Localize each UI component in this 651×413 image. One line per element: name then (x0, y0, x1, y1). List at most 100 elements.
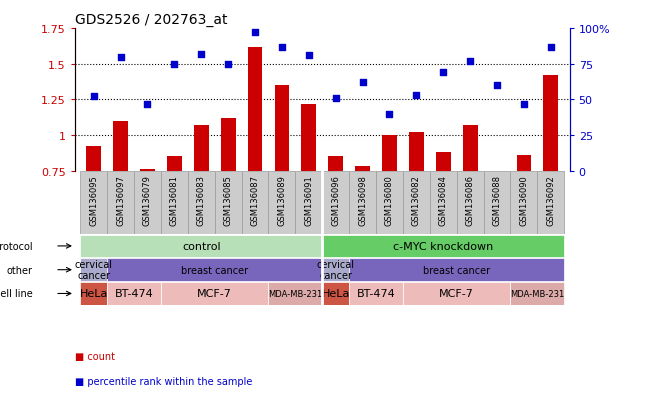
Bar (301, 104, 316, 171)
Bar (349, 259, 564, 281)
Bar (80, 282, 107, 305)
Text: GSM136088: GSM136088 (493, 174, 501, 225)
Text: control: control (182, 241, 221, 252)
Bar (275, 86, 289, 171)
Bar (349, 171, 376, 235)
Text: GSM136087: GSM136087 (251, 174, 260, 225)
Bar (322, 235, 564, 258)
Bar (544, 76, 558, 171)
Text: GSM136089: GSM136089 (277, 174, 286, 225)
Text: GSM136085: GSM136085 (224, 174, 232, 225)
Bar (221, 119, 236, 171)
Text: GSM136091: GSM136091 (304, 174, 313, 225)
Bar (516, 156, 531, 171)
Text: MCF-7: MCF-7 (197, 289, 232, 299)
Text: BT-474: BT-474 (115, 289, 154, 299)
Text: GSM136095: GSM136095 (89, 174, 98, 225)
Bar (322, 171, 349, 235)
Text: GSM136090: GSM136090 (519, 174, 529, 225)
Point (277, 44, 287, 51)
Bar (349, 282, 403, 305)
Bar (161, 282, 268, 305)
Bar (107, 259, 322, 281)
Bar (537, 171, 564, 235)
Text: protocol: protocol (0, 241, 33, 252)
Point (331, 95, 341, 102)
Point (411, 93, 422, 99)
Bar (403, 171, 430, 235)
Bar (80, 171, 107, 235)
Text: GSM136080: GSM136080 (385, 174, 394, 225)
Text: BT-474: BT-474 (357, 289, 395, 299)
Bar (322, 282, 349, 305)
Bar (355, 167, 370, 171)
Text: other: other (7, 265, 33, 275)
Point (492, 83, 502, 89)
Bar (107, 171, 134, 235)
Bar (510, 282, 564, 305)
Text: cervical
cancer: cervical cancer (75, 259, 113, 281)
Bar (268, 282, 322, 305)
Point (303, 52, 314, 59)
Bar (194, 126, 208, 171)
Point (357, 80, 368, 86)
Bar (247, 47, 262, 171)
Text: ■ count: ■ count (75, 351, 115, 361)
Bar (161, 171, 187, 235)
Bar (510, 171, 537, 235)
Text: GSM136092: GSM136092 (546, 174, 555, 225)
Bar (113, 121, 128, 171)
Bar (187, 171, 215, 235)
Point (546, 44, 556, 51)
Bar (463, 126, 478, 171)
Bar (242, 171, 268, 235)
Bar (80, 235, 322, 258)
Text: HeLa: HeLa (322, 289, 350, 299)
Text: breast cancer: breast cancer (181, 265, 248, 275)
Bar (403, 282, 510, 305)
Point (223, 61, 233, 68)
Point (519, 101, 529, 108)
Bar (382, 135, 397, 171)
Text: GSM136096: GSM136096 (331, 174, 340, 225)
Point (143, 101, 153, 108)
Text: c-MYC knockdown: c-MYC knockdown (393, 241, 493, 252)
Text: HeLa: HeLa (79, 289, 108, 299)
Bar (87, 147, 101, 171)
Bar (296, 171, 322, 235)
Bar (457, 171, 484, 235)
Bar (80, 259, 107, 281)
Text: GSM136083: GSM136083 (197, 174, 206, 225)
Text: breast cancer: breast cancer (423, 265, 490, 275)
Point (169, 61, 180, 68)
Point (250, 30, 260, 36)
Bar (376, 171, 403, 235)
Bar (268, 171, 296, 235)
Bar (134, 171, 161, 235)
Text: GSM136084: GSM136084 (439, 174, 448, 225)
Text: GSM136098: GSM136098 (358, 174, 367, 225)
Point (89, 94, 99, 100)
Text: cervical
cancer: cervical cancer (316, 259, 355, 281)
Bar (107, 282, 161, 305)
Bar (140, 170, 155, 171)
Bar (215, 171, 242, 235)
Text: GSM136082: GSM136082 (412, 174, 421, 225)
Bar (409, 133, 424, 171)
Bar (322, 259, 349, 281)
Text: GSM136086: GSM136086 (465, 174, 475, 225)
Bar (430, 171, 457, 235)
Text: MDA-MB-231: MDA-MB-231 (510, 289, 564, 298)
Point (196, 51, 206, 58)
Text: GSM136081: GSM136081 (170, 174, 179, 225)
Bar (484, 171, 510, 235)
Point (115, 54, 126, 61)
Text: GSM136079: GSM136079 (143, 174, 152, 225)
Bar (167, 157, 182, 171)
Point (384, 111, 395, 118)
Text: cell line: cell line (0, 289, 33, 299)
Text: MDA-MB-231: MDA-MB-231 (268, 289, 322, 298)
Bar (328, 157, 343, 171)
Bar (436, 153, 450, 171)
Point (438, 70, 449, 76)
